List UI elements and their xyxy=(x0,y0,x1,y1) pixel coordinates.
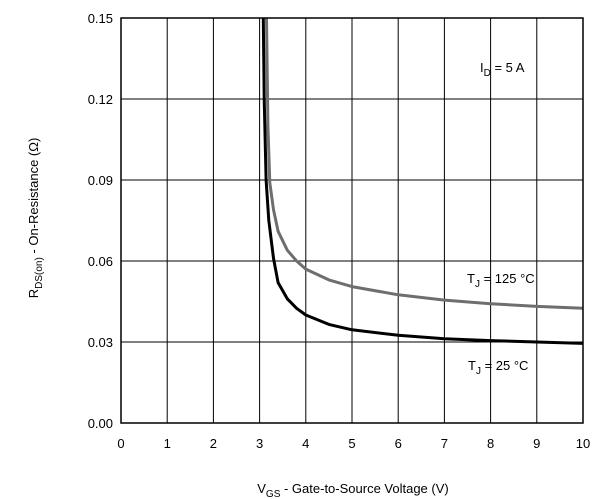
y-axis-label: RDS(on) - On-Resistance (Ω) xyxy=(26,138,45,299)
y-tick-label: 0.03 xyxy=(88,335,113,350)
y-tick-label: 0.00 xyxy=(88,416,113,431)
y-tick-label: 0.12 xyxy=(88,92,113,107)
series-line-25c xyxy=(261,17,584,345)
annotation-drain-current: ID = 5 A xyxy=(480,60,525,79)
x-tick-label: 6 xyxy=(395,436,402,451)
x-tick-label: 4 xyxy=(302,436,309,451)
x-tick-label: 3 xyxy=(256,436,263,451)
plot-frame xyxy=(120,17,584,424)
y-tick-labels: 0.00 0.03 0.06 0.09 0.12 0.15 xyxy=(88,11,113,431)
y-tick-label: 0.15 xyxy=(88,11,113,26)
x-tick-label: 9 xyxy=(533,436,540,451)
y-tick-label: 0.09 xyxy=(88,173,113,188)
x-tick-label: 2 xyxy=(210,436,217,451)
x-tick-label: 10 xyxy=(576,436,590,451)
series-line-125c xyxy=(265,17,584,310)
series-label-125c: TJ = 125 °C xyxy=(467,271,535,290)
series-layer xyxy=(261,17,584,345)
x-tick-label: 1 xyxy=(164,436,171,451)
series-label-25c: TJ = 25 °C xyxy=(468,358,528,377)
x-axis-label: VGS - Gate-to-Source Voltage (V) xyxy=(257,481,448,499)
x-tick-labels: 0 1 2 3 4 5 6 7 8 9 10 xyxy=(117,436,590,451)
y-tick-label: 0.06 xyxy=(88,254,113,269)
x-tick-label: 0 xyxy=(117,436,124,451)
x-tick-label: 5 xyxy=(348,436,355,451)
x-tick-label: 8 xyxy=(487,436,494,451)
x-tick-label: 7 xyxy=(441,436,448,451)
